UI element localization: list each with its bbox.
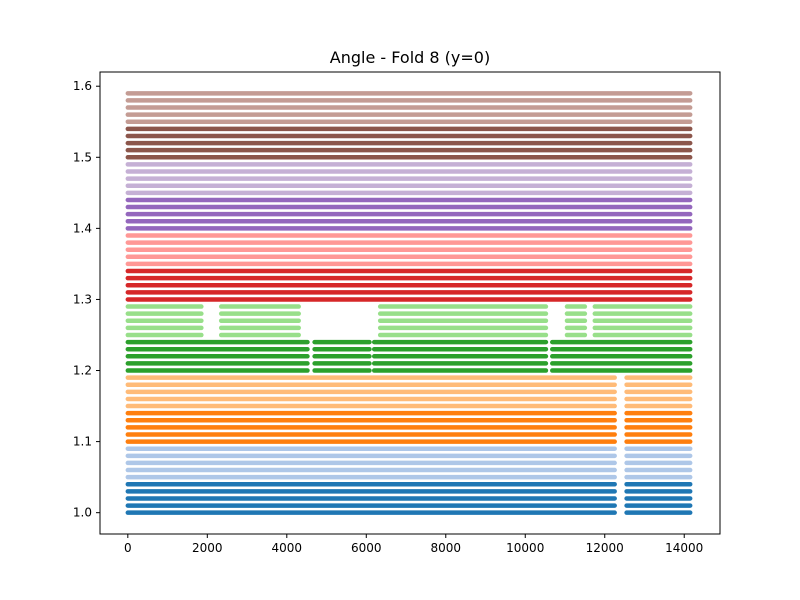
series-11 bbox=[125, 91, 693, 125]
x-tick-label: 2000 bbox=[192, 541, 223, 555]
series-6 bbox=[125, 268, 693, 302]
plot-area bbox=[125, 91, 693, 515]
series-8 bbox=[125, 197, 693, 231]
x-tick-label: 6000 bbox=[351, 541, 382, 555]
x-tick-label: 4000 bbox=[272, 541, 303, 555]
y-axis: 1.0 1.1 1.2 1.3 1.4 1.5 1.6 bbox=[73, 79, 100, 520]
series-3 bbox=[125, 375, 693, 409]
y-tick-label: 1.2 bbox=[73, 364, 92, 378]
series-9 bbox=[125, 162, 693, 196]
plot-frame bbox=[99, 71, 721, 535]
x-tick-label: 8000 bbox=[430, 541, 461, 555]
y-tick-label: 1.0 bbox=[73, 506, 92, 520]
series-1 bbox=[125, 446, 693, 480]
series-2 bbox=[125, 410, 693, 444]
y-tick-label: 1.5 bbox=[73, 150, 92, 164]
series-5 bbox=[125, 304, 693, 338]
y-tick-label: 1.6 bbox=[73, 79, 92, 93]
y-tick-label: 1.4 bbox=[73, 221, 92, 235]
x-tick-label: 0 bbox=[124, 541, 132, 555]
x-tick-label: 14000 bbox=[665, 541, 703, 555]
x-tick-label: 10000 bbox=[506, 541, 544, 555]
y-tick-label: 1.3 bbox=[73, 292, 92, 306]
x-tick-label: 12000 bbox=[586, 541, 624, 555]
series-0 bbox=[125, 481, 693, 515]
x-axis: 0 2000 4000 6000 8000 10000 12000 14000 bbox=[124, 534, 703, 555]
chart-title: Angle - Fold 8 (y=0) bbox=[330, 48, 490, 67]
series-7 bbox=[125, 233, 693, 267]
y-tick-label: 1.1 bbox=[73, 435, 92, 449]
series-4 bbox=[125, 339, 693, 373]
series-10 bbox=[125, 126, 693, 160]
